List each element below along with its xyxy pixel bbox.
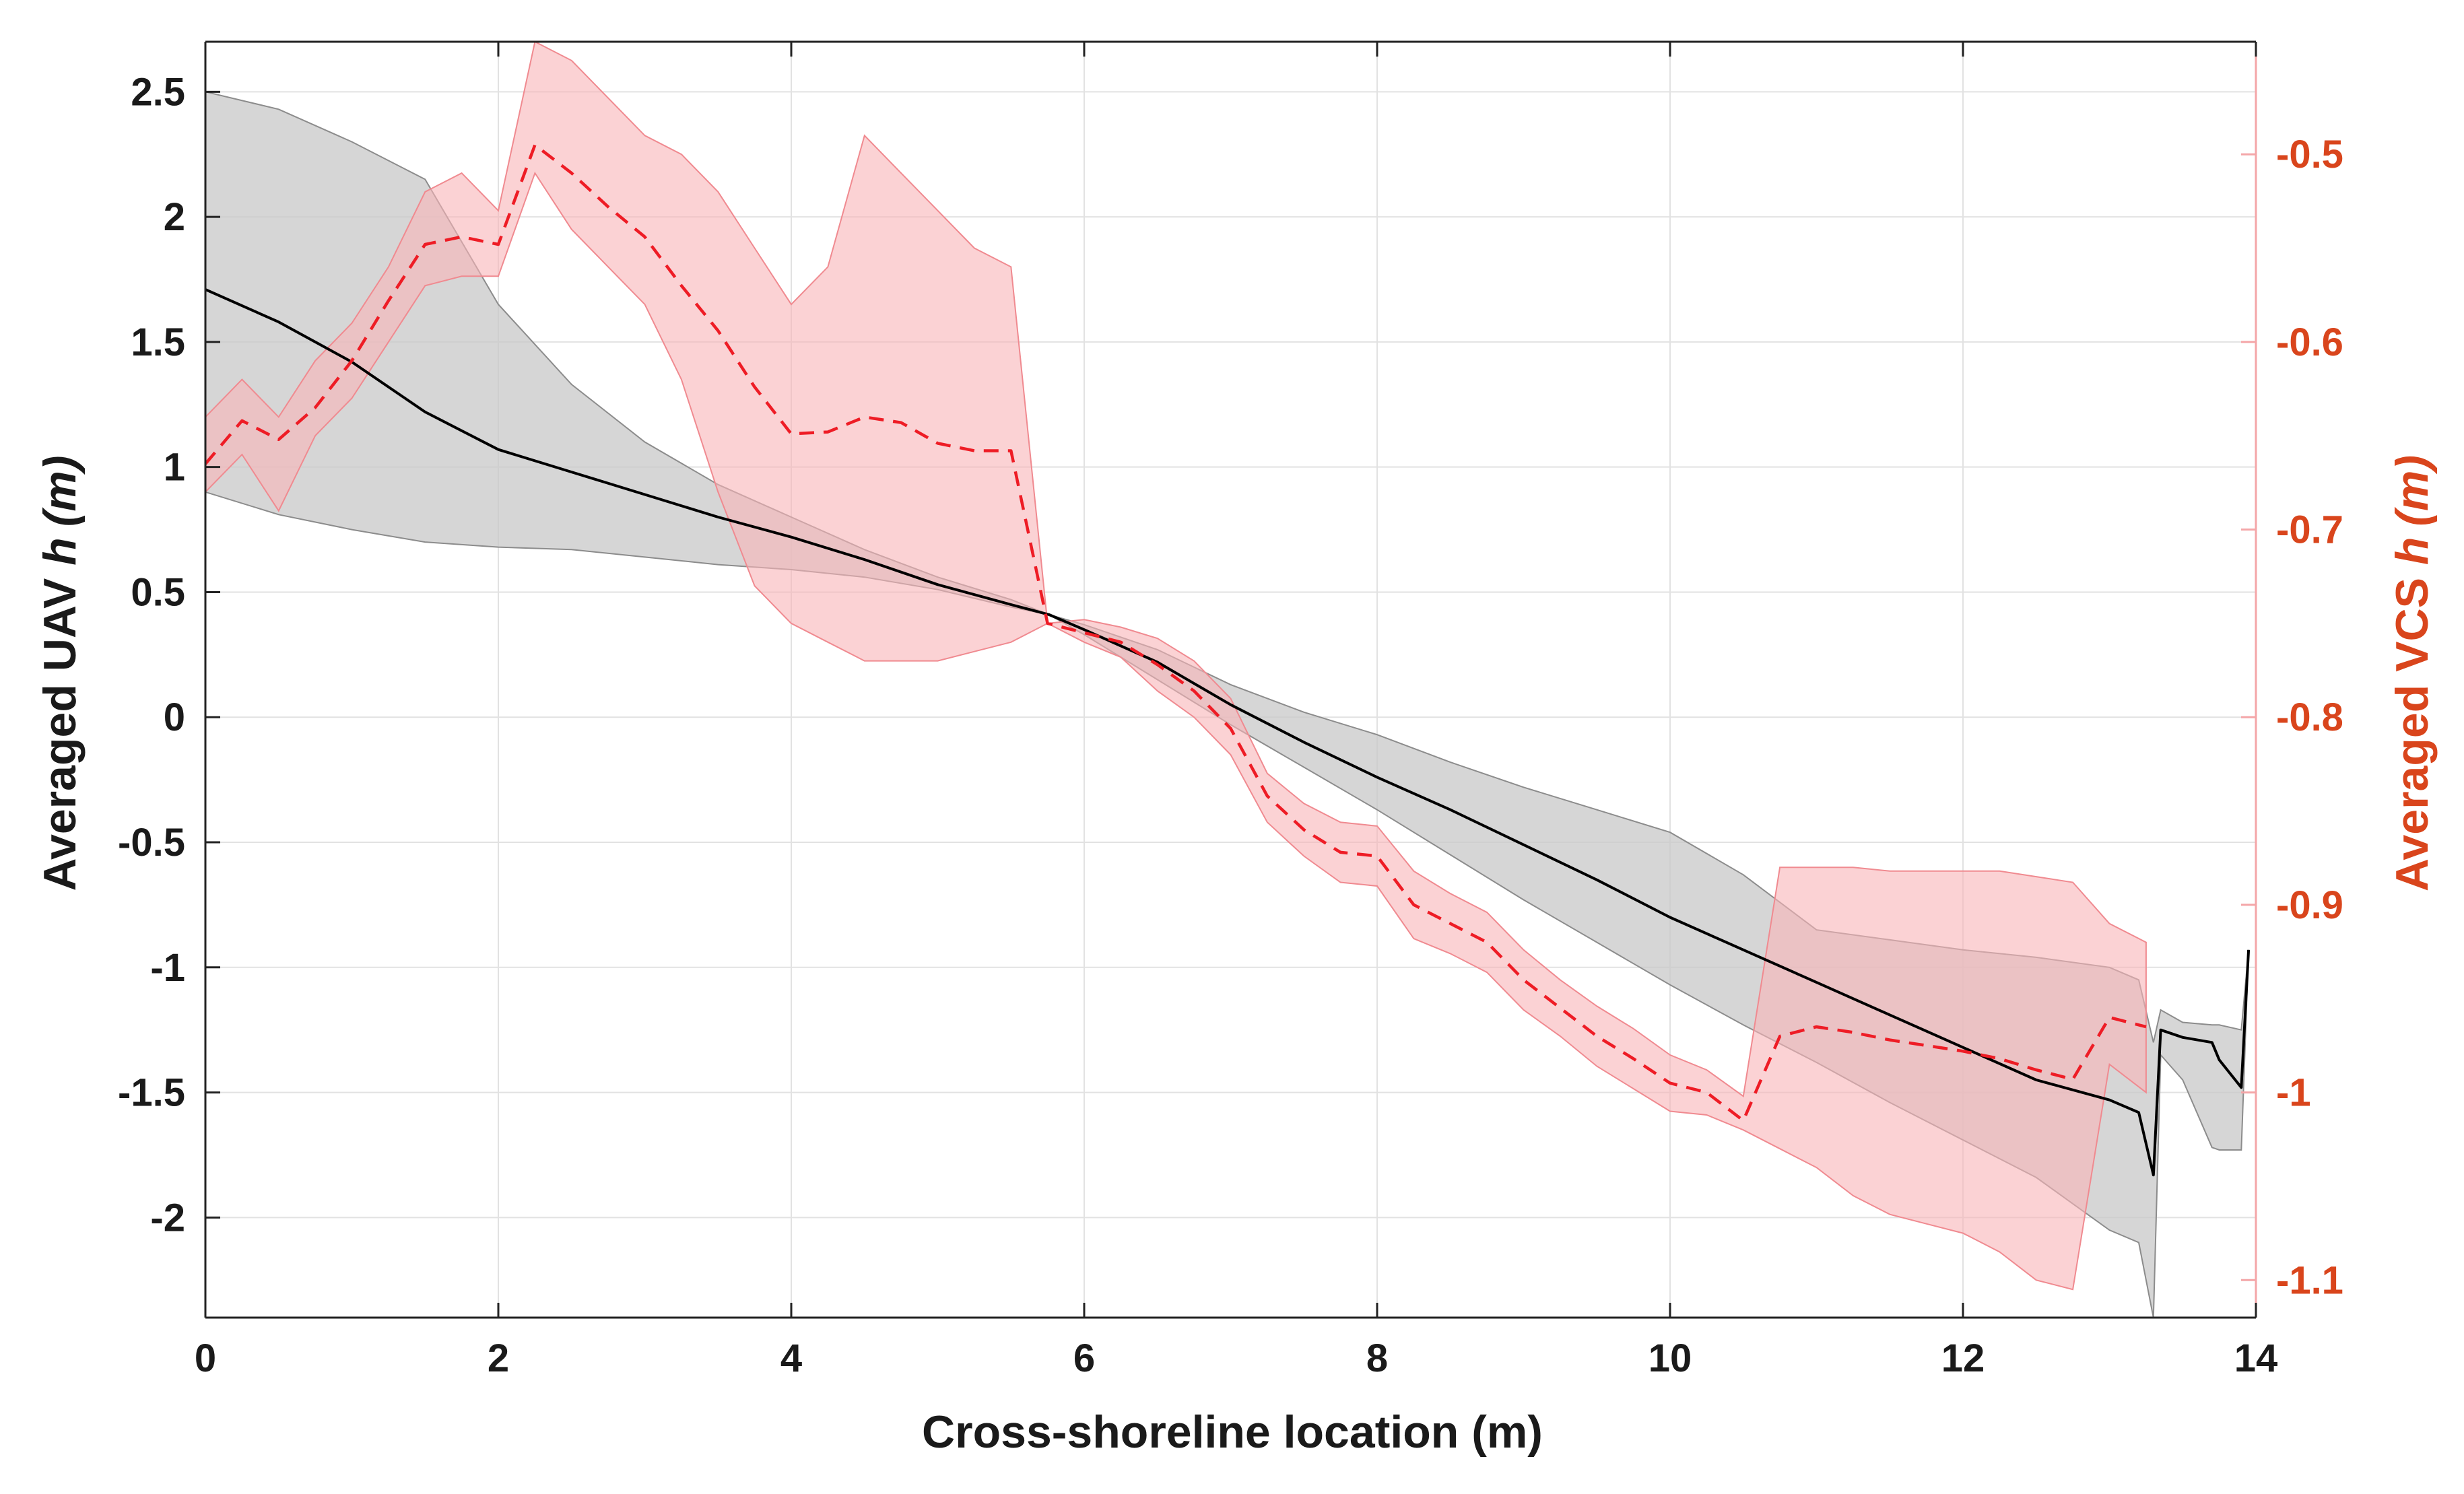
y-right-ticks: -0.5 -0.6 -0.7 -0.8 -0.9 -1 -1.1 [2241,133,2343,1302]
y-right-tick-label-0: -0.5 [2276,133,2343,176]
y-left-tick-label-4: 0.5 [131,570,185,614]
x-tick-label-0: 0 [195,1336,216,1380]
y-left-tick-label-0: 2.5 [131,70,185,114]
y-left-tick-label-3: 1 [164,446,185,489]
y-right-axis-title: Averaged VCS h (m) [2387,455,2438,891]
y-left-title-var: h [34,537,86,566]
y-left-tick-label-9: -2 [150,1196,185,1240]
x-tick-label-1: 2 [488,1336,509,1380]
y-right-tick-label-1: -0.6 [2276,320,2343,364]
vcs-mean-line [204,143,2147,1122]
y-right-tick-label-6: -1.1 [2276,1258,2343,1302]
x-ticks: 0 2 4 6 8 10 12 14 [195,42,2277,1380]
axes [204,40,2257,1319]
y-left-axis-title: Averaged UAV h (m) [34,455,86,891]
x-tick-label-7: 14 [2234,1336,2278,1380]
y-right-tick-label-4: -0.9 [2276,883,2343,927]
y-left-tick-label-8: -1.5 [118,1071,185,1115]
y-left-tick-label-5: 0 [164,695,185,739]
y-left-ticks: 2.5 2 1.5 1 0.5 0 -0.5 -1 -1.5 -2 [118,70,220,1240]
x-tick-label-4: 8 [1366,1336,1388,1380]
uav-mean-line [205,288,2251,1177]
y-right-tick-label-3: -0.8 [2276,695,2343,739]
uav-line [205,288,2251,1177]
y-left-tick-label-6: -0.5 [118,821,185,864]
y-right-title-unit: (m) [2387,455,2438,527]
y-right-title-var: h [2387,537,2438,566]
x-tick-label-6: 12 [1941,1336,1985,1380]
y-left-title-prefix: Averaged UAV [34,566,86,891]
y-left-tick-label-7: -1 [150,946,185,990]
y-right-tick-label-2: -0.7 [2276,508,2343,552]
y-left-tick-label-2: 1.5 [131,320,185,364]
x-tick-label-3: 6 [1073,1336,1095,1380]
x-tick-label-5: 10 [1649,1336,1692,1380]
x-tick-label-2: 4 [780,1336,802,1380]
x-axis-title: Cross-shoreline location (m) [922,1406,1543,1458]
y-right-tick-label-5: -1 [2276,1071,2311,1115]
y-left-tick-label-1: 2 [164,195,185,239]
vcs-confidence-band [205,40,2147,1291]
y-right-title-prefix: Averaged VCS [2387,565,2438,891]
vcs-line [204,143,2147,1122]
y-left-title-unit: (m) [34,455,86,527]
vcs-band [205,40,2147,1291]
